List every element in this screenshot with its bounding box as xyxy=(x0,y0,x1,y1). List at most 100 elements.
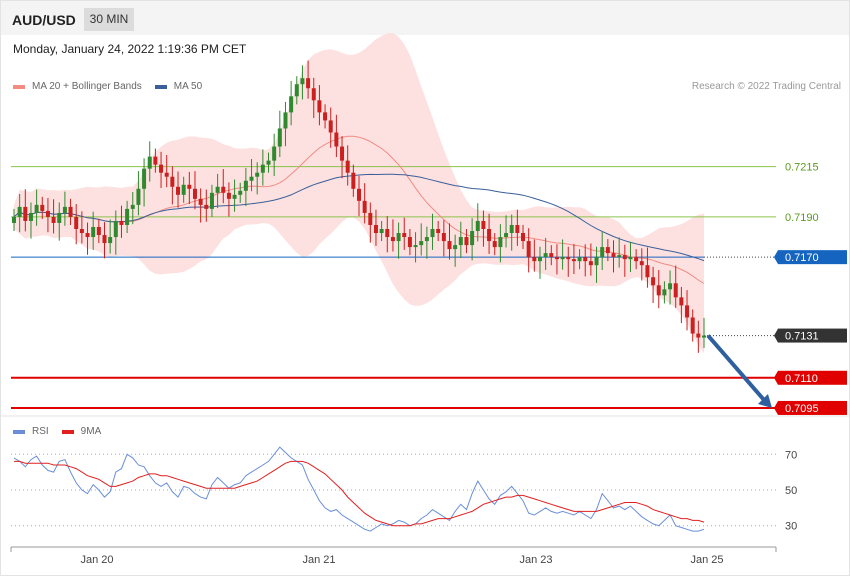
candle xyxy=(187,171,192,205)
candle xyxy=(549,245,554,266)
candle-body xyxy=(424,237,429,242)
candle-body xyxy=(187,184,192,189)
candle xyxy=(249,159,254,192)
candle-body xyxy=(289,96,294,113)
candle-body xyxy=(577,257,582,262)
candle-body xyxy=(311,88,316,101)
candle xyxy=(583,244,588,277)
candle-body xyxy=(526,241,531,258)
candle xyxy=(600,231,605,271)
forecast-arrow-head xyxy=(758,393,772,408)
candle-body xyxy=(447,241,452,250)
candle-body xyxy=(430,229,435,238)
candle xyxy=(198,188,203,223)
candle xyxy=(23,189,28,232)
candle xyxy=(577,249,582,270)
candle-body xyxy=(673,283,678,298)
candle xyxy=(96,218,101,244)
candle xyxy=(481,210,486,247)
timeframe-button[interactable]: 30 MIN xyxy=(84,8,134,31)
candle-body xyxy=(23,206,28,221)
candle xyxy=(413,232,418,263)
candle xyxy=(176,171,181,208)
candle-body xyxy=(34,204,39,213)
candle xyxy=(407,229,412,256)
candle xyxy=(238,182,243,203)
legend-label-ma20: MA 20 + Bollinger Bands xyxy=(32,81,142,92)
candle xyxy=(628,241,633,273)
level-tag xyxy=(778,250,847,265)
candle-body xyxy=(204,204,209,209)
candle xyxy=(17,194,22,233)
candle xyxy=(294,76,299,105)
level-label: 0.7095 xyxy=(785,403,819,415)
candle xyxy=(492,233,497,256)
candle-body xyxy=(176,186,181,195)
candle-body xyxy=(611,253,616,258)
candle xyxy=(334,114,339,158)
level-0-7110: 0.7110 xyxy=(11,370,847,385)
candle-body xyxy=(554,257,559,260)
candle xyxy=(617,237,622,268)
candle xyxy=(215,173,220,209)
level-tag-pointer xyxy=(774,370,778,385)
candle-body xyxy=(323,112,328,121)
candle-body xyxy=(566,257,571,260)
candle-body xyxy=(504,233,509,238)
candle-body xyxy=(74,216,79,229)
candle-body xyxy=(198,198,203,205)
candle-body xyxy=(402,233,407,238)
level-tag xyxy=(778,370,847,385)
candle xyxy=(390,219,395,252)
candle xyxy=(260,149,265,186)
candle-body xyxy=(588,261,593,266)
candle xyxy=(181,176,186,203)
candle xyxy=(283,101,288,147)
candle xyxy=(340,136,345,179)
candle-body xyxy=(622,255,627,260)
candle xyxy=(153,148,158,173)
candle-body xyxy=(136,188,141,205)
candle xyxy=(475,203,480,242)
candle-body xyxy=(645,265,650,278)
candle-body xyxy=(243,180,248,191)
rsi-swatch xyxy=(13,429,25,434)
level-tag-pointer xyxy=(774,328,778,343)
candle-body xyxy=(91,226,96,238)
symbol-title: AUD/USD xyxy=(12,12,76,28)
candle xyxy=(702,317,706,349)
candle xyxy=(170,166,175,205)
candle xyxy=(379,220,384,242)
candle-body xyxy=(85,233,90,238)
ma9-swatch xyxy=(61,429,74,434)
candle-body xyxy=(232,194,237,199)
candle xyxy=(45,198,50,233)
candle-body xyxy=(407,237,412,248)
candle xyxy=(458,221,463,258)
candle xyxy=(74,204,79,245)
x-tick-label: Jan 20 xyxy=(80,554,113,566)
candle xyxy=(57,202,62,241)
level-0-7170: 0.7170 xyxy=(11,250,847,265)
candle xyxy=(487,213,492,254)
candle-body xyxy=(164,172,169,177)
candle xyxy=(351,164,356,197)
candle-body xyxy=(685,305,690,318)
legend-item-rsi: RSI xyxy=(13,426,49,437)
level-tag xyxy=(778,400,847,415)
legend-label-ma50: MA 50 xyxy=(173,81,203,92)
candle-body xyxy=(617,255,622,258)
candle-body xyxy=(470,231,475,246)
candle-body xyxy=(396,233,401,242)
candle-body xyxy=(487,229,492,242)
level-label: 0.7131 xyxy=(785,331,819,343)
candle-body xyxy=(328,120,333,133)
candle xyxy=(328,107,333,148)
candle-body xyxy=(40,204,45,211)
rsi-tick-label: 70 xyxy=(785,449,797,461)
rsi-tick-label: 50 xyxy=(785,485,797,497)
candlesticks xyxy=(12,60,706,353)
candle-body xyxy=(221,186,226,193)
level-tag-pointer xyxy=(774,400,778,415)
